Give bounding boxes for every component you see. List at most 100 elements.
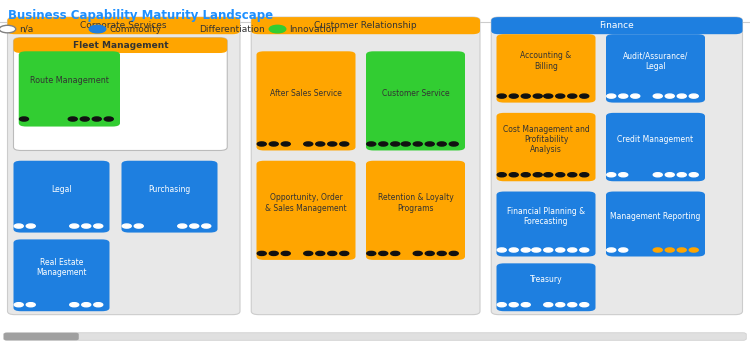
Circle shape: [568, 248, 577, 252]
Circle shape: [26, 224, 35, 228]
Circle shape: [521, 303, 530, 307]
Circle shape: [340, 142, 349, 146]
Circle shape: [677, 94, 686, 98]
Circle shape: [20, 117, 28, 121]
Text: After Sales Service: After Sales Service: [270, 89, 342, 98]
FancyBboxPatch shape: [8, 17, 240, 315]
Circle shape: [544, 303, 553, 307]
Circle shape: [437, 251, 446, 255]
Text: Innovation: Innovation: [290, 25, 338, 34]
Circle shape: [269, 142, 278, 146]
Circle shape: [340, 251, 349, 255]
Circle shape: [379, 142, 388, 146]
Circle shape: [665, 248, 674, 252]
FancyBboxPatch shape: [606, 34, 705, 103]
Circle shape: [202, 224, 211, 228]
Circle shape: [653, 173, 662, 177]
Circle shape: [580, 303, 589, 307]
FancyBboxPatch shape: [251, 17, 480, 315]
Text: Fleet Management: Fleet Management: [73, 41, 168, 50]
Circle shape: [568, 303, 577, 307]
Text: Treasury: Treasury: [530, 275, 562, 284]
Circle shape: [70, 303, 79, 307]
Text: Credit Management: Credit Management: [617, 135, 694, 144]
Circle shape: [92, 117, 101, 121]
Circle shape: [367, 251, 376, 255]
FancyBboxPatch shape: [491, 17, 742, 315]
FancyBboxPatch shape: [496, 34, 596, 103]
FancyBboxPatch shape: [496, 192, 596, 256]
Text: Audit/Assurance/
Legal: Audit/Assurance/ Legal: [622, 51, 688, 70]
Circle shape: [556, 248, 565, 252]
Text: Management Reporting: Management Reporting: [610, 212, 701, 221]
Circle shape: [281, 251, 290, 255]
Circle shape: [316, 142, 325, 146]
FancyBboxPatch shape: [496, 263, 596, 311]
Circle shape: [665, 94, 674, 98]
Circle shape: [425, 251, 434, 255]
Text: Customer Relationship: Customer Relationship: [314, 21, 417, 30]
Circle shape: [689, 173, 698, 177]
FancyBboxPatch shape: [496, 113, 596, 181]
FancyBboxPatch shape: [366, 51, 465, 150]
Circle shape: [14, 224, 23, 228]
Circle shape: [631, 94, 640, 98]
Text: Retention & Loyalty
Programs: Retention & Loyalty Programs: [378, 193, 453, 212]
Circle shape: [413, 251, 422, 255]
FancyBboxPatch shape: [606, 192, 705, 256]
Circle shape: [497, 94, 506, 98]
Circle shape: [449, 251, 458, 255]
FancyBboxPatch shape: [606, 113, 705, 181]
Circle shape: [653, 94, 662, 98]
Circle shape: [449, 142, 458, 146]
FancyBboxPatch shape: [4, 333, 746, 340]
Circle shape: [269, 251, 278, 255]
Text: Financial Planning &
Forecasting: Financial Planning & Forecasting: [507, 207, 585, 226]
Circle shape: [328, 142, 337, 146]
Circle shape: [391, 142, 400, 146]
Circle shape: [619, 173, 628, 177]
Text: Cost Management and
Profitability
Analysis: Cost Management and Profitability Analys…: [503, 124, 590, 155]
Circle shape: [580, 94, 589, 98]
Text: Business Capability Maturity Landscape: Business Capability Maturity Landscape: [8, 9, 273, 22]
Circle shape: [179, 25, 196, 33]
Circle shape: [257, 142, 266, 146]
FancyBboxPatch shape: [251, 17, 480, 34]
Circle shape: [568, 94, 577, 98]
FancyBboxPatch shape: [13, 38, 227, 53]
Circle shape: [607, 94, 616, 98]
Circle shape: [509, 303, 518, 307]
Circle shape: [509, 94, 518, 98]
Text: Customer Service: Customer Service: [382, 89, 449, 98]
Circle shape: [82, 303, 91, 307]
Circle shape: [677, 248, 686, 252]
Circle shape: [568, 173, 577, 177]
Circle shape: [509, 173, 518, 177]
Circle shape: [556, 94, 565, 98]
Text: Route Management: Route Management: [30, 76, 109, 85]
Circle shape: [677, 173, 686, 177]
FancyBboxPatch shape: [366, 161, 465, 260]
Text: Purchasing: Purchasing: [148, 185, 190, 194]
Circle shape: [14, 303, 23, 307]
Circle shape: [281, 142, 290, 146]
Circle shape: [304, 142, 313, 146]
Circle shape: [68, 117, 77, 121]
Circle shape: [497, 303, 506, 307]
FancyBboxPatch shape: [8, 17, 240, 34]
Text: Finance: Finance: [599, 21, 634, 30]
FancyBboxPatch shape: [491, 17, 742, 34]
Circle shape: [497, 173, 506, 177]
Text: Opportunity, Order
& Sales Management: Opportunity, Order & Sales Management: [266, 193, 346, 212]
Circle shape: [425, 142, 434, 146]
Circle shape: [580, 248, 589, 252]
FancyBboxPatch shape: [4, 333, 79, 340]
Circle shape: [689, 248, 698, 252]
Text: Commodity: Commodity: [110, 25, 162, 34]
Circle shape: [521, 173, 530, 177]
Circle shape: [94, 303, 103, 307]
Circle shape: [689, 94, 698, 98]
FancyBboxPatch shape: [13, 38, 227, 150]
Circle shape: [401, 142, 410, 146]
Circle shape: [379, 251, 388, 255]
